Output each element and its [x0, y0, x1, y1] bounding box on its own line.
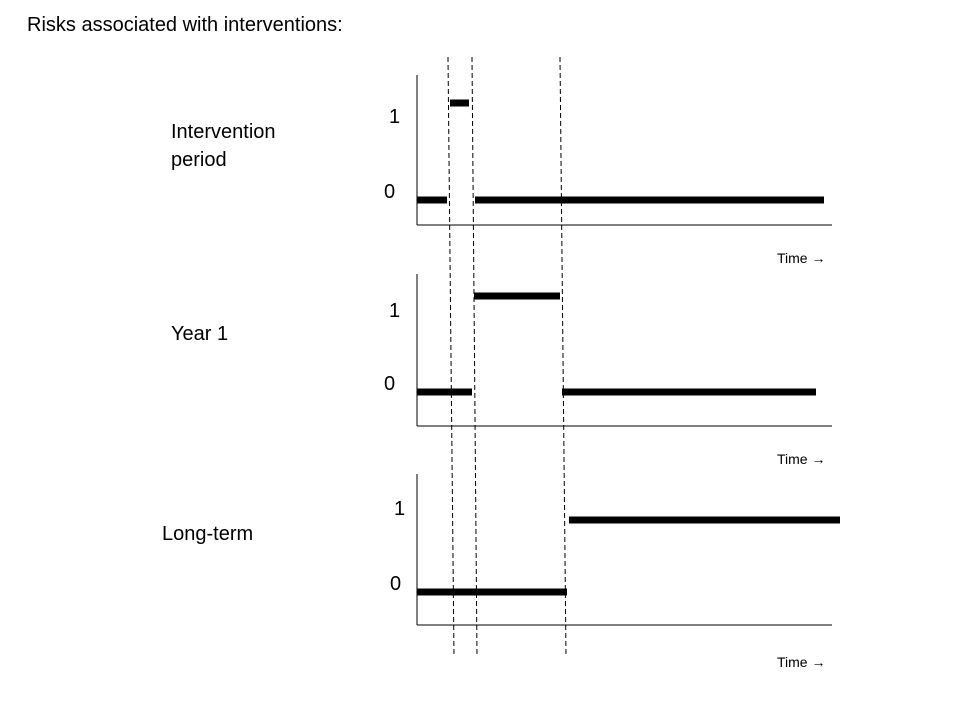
time-axis-label: Time → [777, 451, 826, 467]
panel-label-line1: Year 1 [171, 323, 229, 345]
time-axis-label: Time → [777, 654, 826, 670]
panel-label-long-term: Long-term [162, 520, 253, 548]
panel-label-line1: Intervention [171, 121, 276, 143]
y-tick-low: 0 [384, 181, 396, 203]
time-axis-label: Time → [777, 250, 826, 266]
panel-label-line2: period [171, 149, 227, 171]
dashed-guide-line [471, 56, 478, 658]
y-tick-high: 1 [389, 300, 401, 322]
panel-label-intervention-period: Intervention period [171, 118, 276, 174]
y-tick-high: 1 [389, 106, 401, 128]
y-tick-high: 1 [394, 498, 406, 520]
y-tick-low: 0 [390, 573, 402, 595]
diagram-title: Risks associated with interventions: [27, 14, 343, 36]
dashed-guide-line [447, 56, 455, 658]
panel-label-line1: Long-term [162, 523, 254, 545]
panel-label-year-1: Year 1 [171, 320, 228, 348]
dashed-guide-line [559, 56, 567, 658]
y-tick-low: 0 [384, 373, 396, 395]
